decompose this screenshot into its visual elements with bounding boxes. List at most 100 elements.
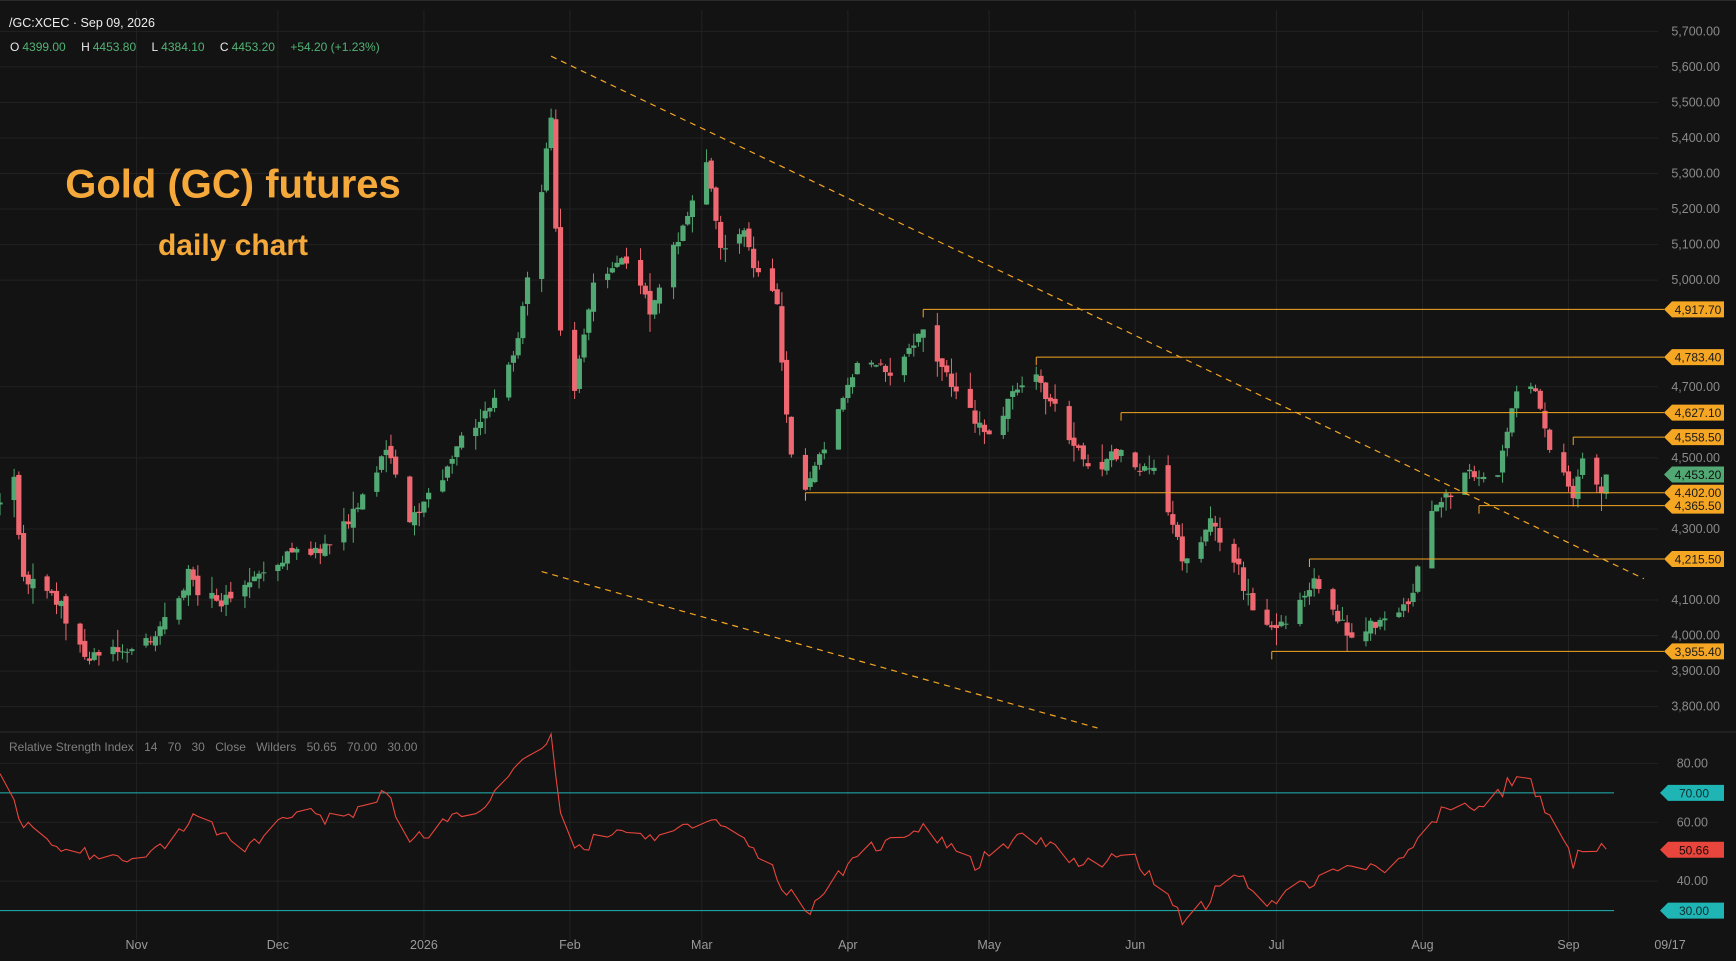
- price-axis-label: 5,600.00: [1671, 60, 1720, 74]
- candle: [209, 576, 215, 608]
- candle-body: [1349, 632, 1355, 638]
- level-badge-label: 3,955.40: [1675, 645, 1722, 659]
- candle: [878, 359, 884, 366]
- candle-body: [440, 480, 446, 492]
- candle-body: [1104, 459, 1110, 471]
- candle-body: [218, 600, 224, 607]
- candle: [0, 493, 3, 516]
- candle-body: [1245, 593, 1251, 595]
- candle: [148, 636, 154, 645]
- candle-body: [1528, 386, 1534, 390]
- candle: [1580, 452, 1586, 479]
- candle-body: [614, 262, 620, 267]
- candle: [1264, 598, 1270, 626]
- candle: [812, 461, 818, 484]
- open-label: O: [10, 40, 20, 54]
- candle: [49, 589, 55, 596]
- candle-body: [1547, 429, 1553, 450]
- candle-body: [242, 584, 248, 597]
- candle-body: [256, 573, 262, 579]
- candle: [1561, 443, 1567, 476]
- candle: [967, 372, 973, 409]
- candle: [637, 248, 644, 295]
- candle: [345, 514, 352, 529]
- candle: [708, 157, 714, 192]
- candle-body: [1250, 593, 1256, 611]
- candle: [1151, 459, 1157, 475]
- candle: [322, 534, 328, 557]
- candle-body: [510, 355, 517, 363]
- candle: [1019, 376, 1025, 393]
- candle: [1104, 458, 1110, 475]
- rsi-band-badge-label: 30.00: [1679, 904, 1709, 918]
- candle-body: [1415, 566, 1421, 592]
- candle: [1212, 515, 1218, 541]
- candle-body: [1481, 476, 1487, 480]
- candle-body: [421, 501, 427, 513]
- candle: [63, 593, 69, 641]
- candle-body: [1165, 465, 1171, 513]
- candle: [1109, 444, 1115, 468]
- candle-body: [1306, 590, 1313, 597]
- candle: [1565, 465, 1572, 492]
- candle-body: [972, 410, 978, 424]
- candle: [788, 416, 794, 458]
- trendline: [550, 55, 1645, 580]
- candle: [1429, 500, 1435, 569]
- candle: [176, 595, 182, 625]
- candle: [1066, 400, 1072, 445]
- candle: [977, 411, 983, 436]
- candle-body: [294, 548, 300, 553]
- candle-body: [1443, 493, 1449, 498]
- time-axis-label: Apr: [838, 938, 857, 952]
- candle: [218, 592, 224, 613]
- candle: [605, 267, 611, 289]
- candle: [1499, 444, 1506, 483]
- candle: [1509, 407, 1515, 437]
- candle-body: [1405, 601, 1411, 605]
- candle-body: [981, 424, 988, 433]
- candle: [1231, 538, 1237, 573]
- candle-body: [449, 458, 455, 464]
- candle-body: [1231, 543, 1237, 563]
- candle: [1283, 615, 1289, 630]
- candle: [675, 232, 681, 255]
- price-axis-label: 4,300.00: [1671, 522, 1720, 536]
- candle: [444, 465, 451, 482]
- candle-body: [275, 564, 281, 572]
- candle-body: [1438, 502, 1444, 508]
- candle-body: [110, 646, 116, 655]
- candle-body: [605, 273, 611, 280]
- candle: [1010, 385, 1016, 410]
- candle: [152, 631, 159, 652]
- level-badge-label: 4,365.50: [1675, 499, 1722, 513]
- candle: [515, 332, 521, 359]
- candle: [388, 434, 394, 464]
- candle-body: [515, 338, 521, 356]
- candle: [317, 544, 323, 565]
- candle: [181, 588, 187, 601]
- candle-body: [86, 658, 93, 661]
- candle-body: [1514, 391, 1520, 409]
- candle: [1372, 621, 1378, 635]
- price-axis-label: 3,900.00: [1671, 664, 1720, 678]
- candle: [939, 358, 945, 381]
- candle: [590, 273, 597, 322]
- candle-body: [491, 397, 498, 408]
- candle-body: [350, 508, 356, 528]
- candle-body: [115, 647, 121, 653]
- level-badge: [1664, 349, 1724, 366]
- candle: [849, 374, 856, 394]
- candle: [1179, 523, 1185, 571]
- candle-body: [1542, 410, 1548, 429]
- candle: [524, 271, 531, 316]
- candle: [1368, 617, 1374, 641]
- candle-body: [722, 248, 728, 250]
- chart-title: Gold (GC) futures: [65, 162, 401, 207]
- candle: [619, 256, 625, 265]
- candle-body: [459, 435, 465, 448]
- candle: [1245, 578, 1251, 606]
- time-axis-label: Jun: [1125, 938, 1145, 952]
- rsi-param-oversold: 30: [191, 740, 205, 754]
